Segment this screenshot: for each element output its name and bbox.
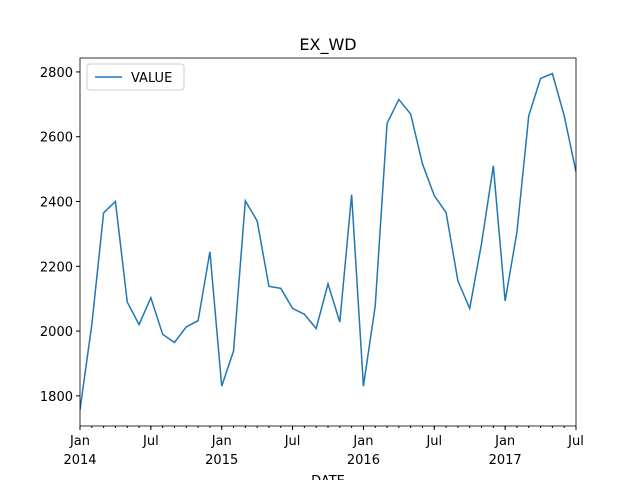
x-tick-label: Jul xyxy=(425,434,442,449)
y-tick-label: 2200 xyxy=(40,260,73,275)
x-tick-label: Jan xyxy=(494,434,515,449)
x-tick-label: Jan xyxy=(69,434,90,449)
x-axis-label: DATE xyxy=(311,474,345,480)
x-tick-label: Jul xyxy=(567,434,584,449)
y-tick-label: 1800 xyxy=(40,390,73,405)
x-tick-label: Jul xyxy=(284,434,301,449)
x-tick-label: Jan xyxy=(352,434,373,449)
x-tick-year: 2017 xyxy=(489,453,522,468)
y-tick-label: 2000 xyxy=(40,325,73,340)
series-line xyxy=(80,72,576,410)
legend-label: VALUE xyxy=(131,71,172,86)
y-tick-label: 2600 xyxy=(40,131,73,146)
chart-title: EX_WD xyxy=(299,35,356,55)
x-tick-label: Jul xyxy=(142,434,159,449)
y-tick-label: 2400 xyxy=(40,196,73,211)
y-tick-label: 2800 xyxy=(40,66,73,81)
x-tick-year: 2015 xyxy=(205,453,238,468)
plot-frame xyxy=(79,57,577,427)
x-tick-label: Jan xyxy=(211,434,232,449)
legend-box xyxy=(86,63,185,91)
x-tick-year: 2014 xyxy=(63,453,96,468)
x-tick-year: 2016 xyxy=(347,453,380,468)
